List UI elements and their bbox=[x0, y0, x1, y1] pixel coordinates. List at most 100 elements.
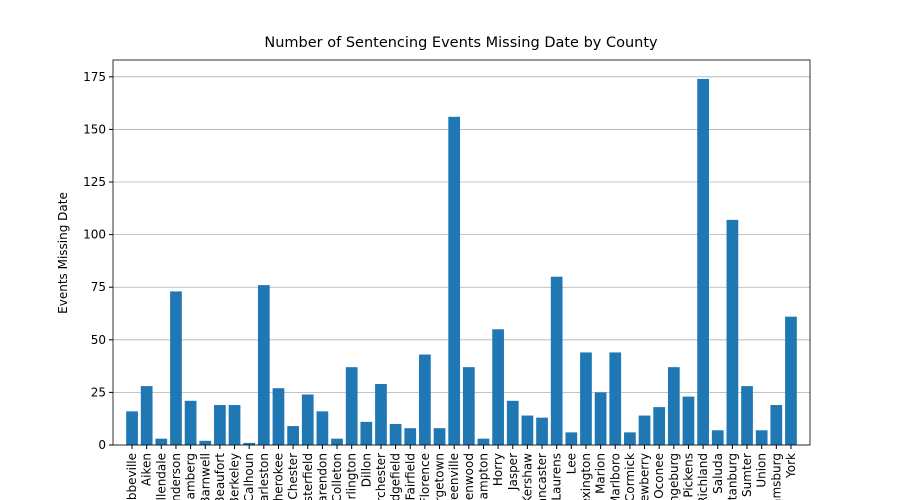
bar bbox=[770, 405, 783, 445]
x-tick-label: Beaufort bbox=[213, 453, 227, 500]
y-tick-label: 175 bbox=[83, 70, 106, 84]
x-tick-label: Bamberg bbox=[184, 453, 198, 500]
x-tick-label: Marion bbox=[594, 453, 608, 494]
bar bbox=[301, 394, 314, 445]
bar bbox=[287, 426, 299, 445]
x-tick-label: York bbox=[784, 453, 798, 479]
bar bbox=[389, 423, 402, 445]
bar bbox=[228, 405, 241, 445]
x-tick-label: Dillon bbox=[359, 453, 373, 487]
bar bbox=[448, 116, 461, 445]
y-tick-label: 0 bbox=[98, 438, 106, 452]
bar bbox=[653, 407, 666, 445]
x-tick-label: Laurens bbox=[550, 453, 564, 500]
x-tick-label: Horry bbox=[491, 453, 505, 486]
x-tick-label: Williamsburg bbox=[769, 453, 783, 500]
x-tick-label: Lee bbox=[564, 453, 578, 474]
bar bbox=[272, 388, 285, 445]
x-tick-label: Abbeville bbox=[125, 453, 139, 500]
x-tick-label: Charleston bbox=[257, 453, 271, 500]
x-tick-label: Edgefield bbox=[389, 453, 403, 500]
x-tick-label: Florence bbox=[418, 453, 432, 500]
x-tick-label: Jasper bbox=[506, 453, 520, 491]
bar bbox=[550, 276, 563, 445]
y-tick-label: 125 bbox=[83, 175, 106, 189]
x-tick-label: Pickens bbox=[681, 453, 695, 498]
x-tick-label: Orangeburg bbox=[667, 453, 681, 500]
x-tick-label: Kershaw bbox=[520, 453, 534, 500]
x-tick-label: Calhoun bbox=[242, 453, 256, 500]
x-tick-label: McCormick bbox=[623, 453, 637, 500]
x-tick-label: Dorchester bbox=[374, 453, 388, 500]
bar bbox=[140, 386, 153, 445]
bar bbox=[624, 432, 636, 445]
x-tick-label: Clarendon bbox=[315, 453, 329, 500]
bar bbox=[155, 438, 168, 445]
x-tick-label: Greenville bbox=[447, 453, 461, 500]
bar bbox=[345, 367, 358, 445]
bar bbox=[682, 396, 695, 445]
x-tick-label: Saluda bbox=[711, 453, 725, 494]
bar bbox=[726, 219, 739, 445]
x-tick-label: Fairfield bbox=[403, 453, 417, 500]
x-tick-label: Greenwood bbox=[462, 453, 476, 500]
x-tick-label: Barnwell bbox=[198, 453, 212, 500]
x-tick-label: Chesterfield bbox=[301, 453, 315, 500]
bar bbox=[462, 367, 475, 445]
x-tick-label: Newberry bbox=[638, 453, 652, 500]
bar bbox=[214, 405, 226, 445]
x-tick-label: Spartanburg bbox=[725, 453, 739, 500]
x-tick-label: Union bbox=[755, 453, 769, 488]
bar bbox=[536, 417, 548, 445]
y-axis-label: Events Missing Date bbox=[56, 192, 70, 314]
bar bbox=[199, 440, 212, 445]
x-tick-label: Cherokee bbox=[271, 453, 285, 500]
bar bbox=[404, 428, 417, 445]
bar bbox=[565, 432, 578, 445]
bar bbox=[755, 430, 768, 445]
y-tick-label: 150 bbox=[83, 122, 106, 136]
bar bbox=[521, 415, 534, 445]
bar bbox=[477, 438, 490, 445]
x-tick-label: Georgetown bbox=[433, 453, 447, 500]
bar bbox=[419, 354, 431, 445]
bar bbox=[594, 392, 607, 445]
bar bbox=[243, 442, 256, 445]
x-tick-label: Chester bbox=[286, 453, 300, 500]
y-tick-label: 25 bbox=[91, 385, 106, 399]
y-tick-label: 75 bbox=[91, 280, 106, 294]
bar bbox=[375, 383, 387, 445]
x-tick-label: Richland bbox=[696, 453, 710, 500]
x-tick-label: Aiken bbox=[140, 453, 154, 486]
bar bbox=[184, 400, 197, 445]
bar bbox=[492, 329, 504, 445]
bar bbox=[667, 367, 680, 445]
x-tick-label: Oconee bbox=[652, 453, 666, 499]
bar bbox=[360, 421, 373, 445]
x-tick-label: Lexington bbox=[579, 453, 593, 500]
bar bbox=[331, 438, 343, 445]
bar bbox=[580, 352, 592, 445]
bar bbox=[741, 386, 753, 445]
bar bbox=[316, 411, 329, 445]
bar bbox=[257, 285, 270, 445]
bar bbox=[711, 430, 724, 445]
x-tick-label: Lancaster bbox=[535, 453, 549, 500]
x-tick-label: Sumter bbox=[740, 453, 754, 497]
y-tick-label: 100 bbox=[83, 228, 106, 242]
chart-title: Number of Sentencing Events Missing Date… bbox=[264, 35, 658, 51]
plot-frame bbox=[112, 59, 811, 446]
bar bbox=[697, 78, 709, 446]
bar bbox=[638, 415, 651, 445]
y-tick-label: 50 bbox=[91, 333, 106, 347]
bar bbox=[433, 428, 446, 445]
x-tick-label: Colleton bbox=[330, 453, 344, 500]
bar bbox=[785, 316, 797, 445]
x-tick-label: Allendale bbox=[154, 453, 168, 500]
bar bbox=[126, 411, 138, 445]
bar bbox=[506, 400, 519, 445]
x-tick-label: Hampton bbox=[476, 453, 490, 500]
x-tick-label: Berkeley bbox=[228, 453, 242, 500]
